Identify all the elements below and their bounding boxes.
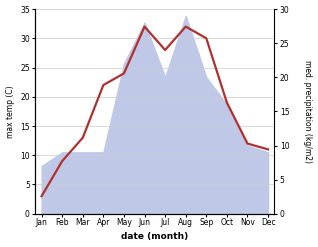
Y-axis label: med. precipitation (kg/m2): med. precipitation (kg/m2): [303, 60, 313, 163]
X-axis label: date (month): date (month): [121, 232, 189, 242]
Y-axis label: max temp (C): max temp (C): [5, 85, 15, 138]
